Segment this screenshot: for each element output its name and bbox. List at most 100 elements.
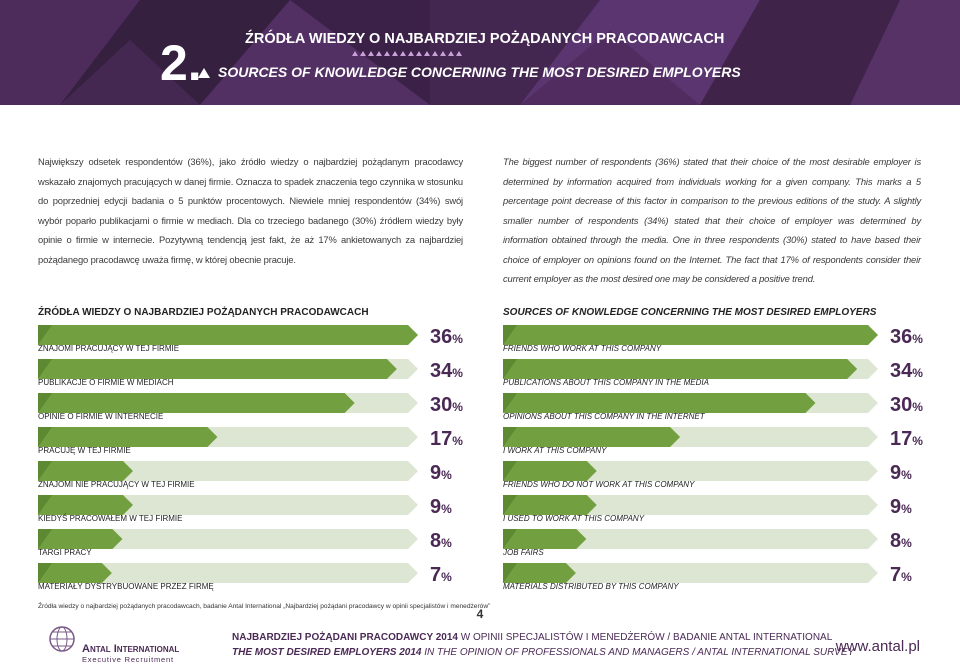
category-label: TARGI PRACY bbox=[38, 548, 92, 557]
bar bbox=[38, 495, 133, 515]
bar-track bbox=[38, 563, 418, 583]
logo-tagline: Executive Recruitment bbox=[82, 655, 174, 664]
bar-shade bbox=[503, 359, 517, 379]
bar-shade bbox=[503, 393, 517, 413]
value-number: 30 bbox=[890, 394, 912, 416]
value-unit: % bbox=[452, 400, 463, 414]
value-label: 36% bbox=[890, 326, 923, 348]
banner bbox=[0, 0, 960, 105]
value-unit: % bbox=[912, 332, 923, 346]
value-number: 36 bbox=[430, 326, 452, 348]
bar-shade bbox=[38, 529, 52, 549]
value-number: 36 bbox=[890, 326, 912, 348]
bar-shade bbox=[503, 461, 517, 481]
category-label: OPINIONS ABOUT THIS COMPANY IN THE INTER… bbox=[503, 412, 706, 421]
bar-shade bbox=[503, 495, 517, 515]
value-unit: % bbox=[912, 400, 923, 414]
value-number: 17 bbox=[890, 428, 912, 450]
intro-en: The biggest number of respondents (36%) … bbox=[503, 156, 921, 284]
bar-track bbox=[503, 495, 878, 515]
chart-title: ŹRÓDŁA WIEDZY O NAJBARDZIEJ POŻĄDANYCH P… bbox=[38, 305, 369, 318]
intro-pl: Największy odsetek respondentów (36%), j… bbox=[38, 156, 463, 265]
bar-shade bbox=[503, 563, 517, 583]
bar-track bbox=[38, 495, 418, 515]
footer-pl-rest: W OPINII SPECJALISTÓW I MENEDŻERÓW / BAD… bbox=[457, 632, 833, 643]
value-label: 17% bbox=[430, 428, 463, 450]
bar bbox=[503, 393, 816, 413]
bar-track bbox=[38, 461, 418, 481]
value-number: 17 bbox=[430, 428, 452, 450]
value-label: 9% bbox=[890, 496, 912, 518]
page-number: 4 bbox=[477, 607, 484, 621]
value-label: 30% bbox=[430, 394, 463, 416]
bar bbox=[38, 461, 133, 481]
value-label: 9% bbox=[430, 462, 452, 484]
footer-pl-bold: NAJBARDZIEJ POŻĄDANI PRACODAWCY 2014 bbox=[232, 632, 458, 643]
category-label: MATERIALS DISTRIBUTED BY THIS COMPANY bbox=[503, 582, 679, 591]
value-label: 8% bbox=[430, 530, 452, 552]
value-unit: % bbox=[901, 502, 912, 516]
bar-shade bbox=[38, 393, 52, 413]
logo bbox=[49, 626, 75, 652]
bar bbox=[503, 325, 878, 345]
bar bbox=[503, 427, 681, 447]
value-unit: % bbox=[452, 434, 463, 448]
value-number: 9 bbox=[430, 496, 441, 518]
value-number: 34 bbox=[890, 360, 913, 382]
chart-title: SOURCES OF KNOWLEDGE CONCERNING THE MOST… bbox=[503, 307, 877, 318]
bar-track bbox=[503, 461, 878, 481]
value-unit: % bbox=[901, 536, 912, 550]
value-number: 8 bbox=[890, 530, 901, 552]
website: www.antal.pl bbox=[835, 638, 920, 655]
value-label: 8% bbox=[890, 530, 912, 552]
bar bbox=[38, 359, 397, 379]
category-label: ZNAJOMI NIE PRACUJĄCY W TEJ FIRMIE bbox=[38, 480, 195, 489]
category-label: I USED TO WORK AT THIS COMPANY bbox=[503, 514, 645, 523]
bar-shade bbox=[38, 325, 52, 345]
category-label: PUBLIKACJE O FIRMIE W MEDIACH bbox=[38, 378, 174, 387]
category-label: FRIENDS WHO DO NOT WORK AT THIS COMPANY bbox=[503, 480, 695, 489]
value-label: 34% bbox=[430, 360, 463, 382]
value-number: 9 bbox=[890, 462, 901, 484]
footer-pl: NAJBARDZIEJ POŻĄDANI PRACODAWCY 2014 W O… bbox=[232, 632, 832, 643]
bar-shade bbox=[38, 427, 52, 447]
value-label: 9% bbox=[430, 496, 452, 518]
category-label: OPINIE O FIRMIE W INTERNECIE bbox=[38, 412, 163, 421]
value-unit: % bbox=[441, 570, 452, 584]
logo-name: Antal International bbox=[82, 643, 179, 655]
bar bbox=[503, 563, 576, 583]
bar-shade bbox=[38, 359, 52, 379]
bar bbox=[38, 529, 123, 549]
footer-en-rest: IN THE OPINION OF PROFESSIONALS AND MANA… bbox=[421, 647, 855, 658]
value-unit: % bbox=[912, 366, 923, 380]
value-unit: % bbox=[452, 332, 463, 346]
value-label: 30% bbox=[890, 394, 923, 416]
title-en: SOURCES OF KNOWLEDGE CONCERNING THE MOST… bbox=[218, 64, 741, 80]
category-label: PUBLICATIONS ABOUT THIS COMPANY IN THE M… bbox=[503, 378, 709, 387]
footer-en: THE MOST DESIRED EMPLOYERS 2014 IN THE O… bbox=[232, 647, 854, 658]
bar-shade bbox=[38, 495, 52, 515]
bar bbox=[503, 495, 597, 515]
bar-shade bbox=[503, 325, 517, 345]
value-number: 34 bbox=[430, 360, 453, 382]
category-label: KIEDYŚ PRACOWAŁEM W TEJ FIRMIE bbox=[38, 514, 182, 523]
bar bbox=[38, 325, 418, 345]
bar-shade bbox=[503, 529, 517, 549]
value-unit: % bbox=[452, 366, 463, 380]
value-unit: % bbox=[441, 468, 452, 482]
value-number: 7 bbox=[430, 564, 441, 586]
value-number: 8 bbox=[430, 530, 441, 552]
footer-en-bold: THE MOST DESIRED EMPLOYERS 2014 bbox=[232, 647, 422, 658]
section-number: 2. bbox=[160, 35, 202, 91]
bar bbox=[38, 563, 112, 583]
bar bbox=[503, 359, 858, 379]
value-label: 7% bbox=[890, 564, 912, 586]
source-note: Źródła wiedzy o najbardziej pożądanych p… bbox=[38, 601, 490, 610]
bar-shade bbox=[38, 563, 52, 583]
category-label: FRIENDS WHO WORK AT THIS COMPANY bbox=[503, 344, 662, 353]
value-unit: % bbox=[912, 434, 923, 448]
value-unit: % bbox=[901, 570, 912, 584]
bar-track bbox=[38, 529, 418, 549]
bar-shade bbox=[38, 461, 52, 481]
